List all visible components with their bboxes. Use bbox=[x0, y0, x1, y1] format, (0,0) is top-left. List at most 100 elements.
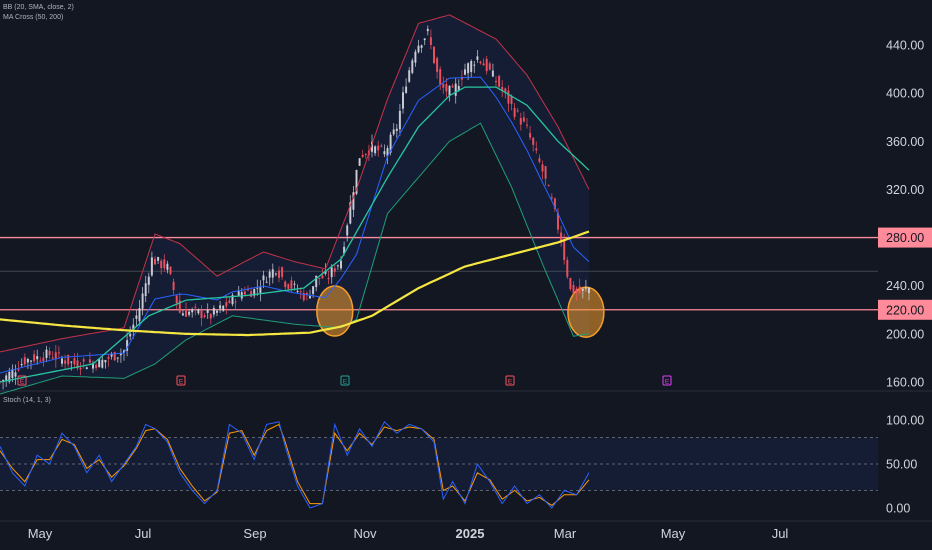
stoch-legend[interactable]: Stoch (14, 1, 3) bbox=[3, 397, 51, 404]
candle-body bbox=[132, 324, 135, 331]
ma-cross-legend[interactable]: MA Cross (50, 200) bbox=[3, 14, 64, 21]
candle-body bbox=[433, 46, 435, 64]
candle-body bbox=[349, 202, 352, 224]
earnings-marker-label: E bbox=[179, 379, 184, 386]
candle-body bbox=[340, 260, 342, 269]
bollinger-fill bbox=[0, 14, 589, 395]
candle-body bbox=[247, 289, 249, 291]
candle-body bbox=[45, 349, 48, 358]
candle-body bbox=[516, 110, 519, 112]
candle-body bbox=[23, 357, 26, 365]
candle-body bbox=[529, 133, 532, 138]
candle-body bbox=[479, 61, 482, 64]
earnings-marker[interactable]: E bbox=[17, 375, 27, 386]
candle-body bbox=[460, 76, 463, 80]
candle-body bbox=[467, 63, 470, 74]
candle-body bbox=[436, 58, 439, 72]
candle-body bbox=[175, 295, 178, 304]
earnings-marker[interactable]: E bbox=[662, 375, 672, 386]
time-tick-label: May bbox=[661, 526, 686, 541]
earnings-marker[interactable]: E bbox=[176, 375, 186, 386]
candle-body bbox=[377, 145, 380, 151]
candle-body bbox=[296, 290, 299, 292]
candle-body bbox=[154, 258, 156, 265]
candle-body bbox=[507, 90, 510, 104]
candle-body bbox=[85, 367, 88, 370]
candle-body bbox=[113, 352, 116, 361]
stoch-tick-label: 100.00 bbox=[886, 414, 924, 428]
candle-body bbox=[39, 360, 42, 362]
time-tick-label: Jul bbox=[135, 526, 152, 541]
earnings-marker-label: E bbox=[508, 379, 513, 386]
candle-body bbox=[256, 287, 259, 289]
candle-body bbox=[70, 361, 73, 363]
candle-body bbox=[464, 69, 466, 75]
candle-body bbox=[14, 372, 17, 377]
candle-body bbox=[147, 276, 150, 285]
candle-body bbox=[169, 266, 172, 275]
candle-body bbox=[57, 352, 60, 354]
bb-legend[interactable]: BB (20, SMA, close, 2) bbox=[3, 4, 74, 11]
earnings-marker-box bbox=[505, 375, 515, 386]
candle-body bbox=[116, 357, 119, 359]
candle-body bbox=[417, 45, 420, 53]
candle-body bbox=[172, 281, 175, 291]
candle-body bbox=[259, 287, 262, 293]
candle-body bbox=[513, 107, 516, 117]
price-tick-label: 200.00 bbox=[886, 327, 924, 341]
candle-body bbox=[581, 288, 584, 291]
candle-body bbox=[299, 291, 302, 293]
candle-body bbox=[312, 286, 315, 294]
candle-body bbox=[395, 128, 398, 132]
candle-body bbox=[209, 314, 212, 319]
candle-body bbox=[163, 259, 166, 269]
candle-body bbox=[222, 305, 225, 311]
candle-body bbox=[563, 239, 566, 260]
candle-body bbox=[5, 375, 8, 381]
candle-body bbox=[389, 134, 392, 153]
earnings-marker-box bbox=[176, 375, 186, 386]
time-tick-label: Jul bbox=[772, 526, 789, 541]
candle-body bbox=[321, 275, 324, 279]
candle-body bbox=[284, 281, 287, 288]
candle-body bbox=[51, 357, 54, 359]
candle-body bbox=[265, 281, 268, 283]
candle-body bbox=[451, 85, 454, 88]
candle-body bbox=[448, 85, 451, 97]
candle-body bbox=[588, 287, 590, 294]
candle-body bbox=[110, 354, 113, 357]
candle-body bbox=[104, 359, 107, 363]
candle-body bbox=[200, 310, 203, 319]
candle-body bbox=[386, 148, 389, 157]
candle-body bbox=[225, 302, 228, 307]
candle-body bbox=[392, 129, 395, 135]
candle-body bbox=[578, 286, 581, 294]
candle-body bbox=[206, 310, 209, 313]
candle-body bbox=[73, 358, 76, 365]
earnings-marker[interactable]: E bbox=[505, 375, 515, 386]
candle-body bbox=[181, 313, 184, 316]
candle-body bbox=[48, 350, 51, 356]
candle-body bbox=[572, 284, 575, 295]
candle-body bbox=[92, 363, 94, 369]
candle-body bbox=[420, 45, 423, 48]
candle-body bbox=[36, 356, 39, 360]
candle-body bbox=[544, 166, 547, 179]
candle-body bbox=[64, 360, 67, 364]
candle-body bbox=[346, 225, 349, 236]
candle-body bbox=[302, 292, 305, 301]
candle-body bbox=[361, 154, 364, 157]
candle-body bbox=[491, 70, 494, 77]
stoch-d-line bbox=[0, 423, 590, 507]
candle-body bbox=[557, 212, 559, 230]
time-tick-label: Nov bbox=[353, 526, 377, 541]
candle-body bbox=[305, 293, 308, 295]
candle-body bbox=[150, 257, 153, 276]
candle-body bbox=[553, 198, 556, 209]
level-tag-label: 280.00 bbox=[886, 231, 924, 245]
candle-body bbox=[135, 315, 138, 319]
candle-body bbox=[569, 277, 572, 290]
candle-body bbox=[188, 311, 191, 315]
candle-body bbox=[194, 306, 197, 308]
earnings-marker[interactable]: E bbox=[340, 375, 350, 386]
